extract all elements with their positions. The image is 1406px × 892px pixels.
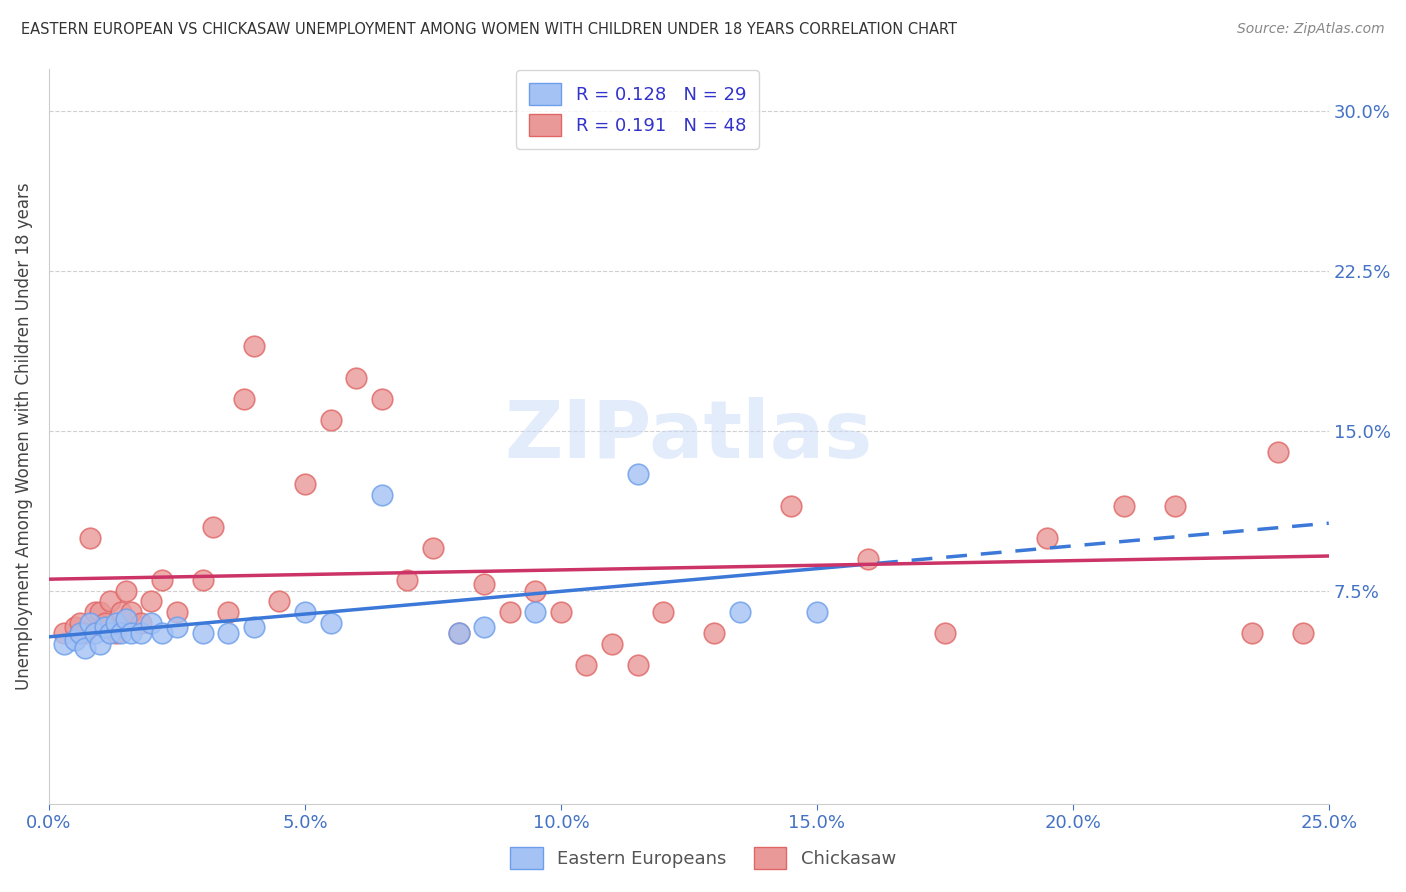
Point <box>344 370 367 384</box>
Point <box>69 626 91 640</box>
Point <box>370 392 392 406</box>
Point <box>114 583 136 598</box>
Text: Source: ZipAtlas.com: Source: ZipAtlas.com <box>1237 22 1385 37</box>
Point <box>104 626 127 640</box>
Point <box>370 488 392 502</box>
Point <box>728 605 751 619</box>
Point <box>1267 445 1289 459</box>
Point <box>79 531 101 545</box>
Point <box>472 577 495 591</box>
Point <box>856 551 879 566</box>
Point <box>53 626 76 640</box>
Legend: Eastern Europeans, Chickasaw: Eastern Europeans, Chickasaw <box>501 838 905 879</box>
Point <box>114 611 136 625</box>
Point <box>1292 626 1315 640</box>
Point <box>499 605 522 619</box>
Point <box>120 605 142 619</box>
Point <box>242 339 264 353</box>
Point <box>89 637 111 651</box>
Point <box>600 637 623 651</box>
Point <box>294 477 316 491</box>
Point <box>269 594 291 608</box>
Point <box>79 615 101 630</box>
Legend: R = 0.128   N = 29, R = 0.191   N = 48: R = 0.128 N = 29, R = 0.191 N = 48 <box>516 70 759 149</box>
Point <box>627 467 650 481</box>
Point <box>63 620 86 634</box>
Point <box>447 626 470 640</box>
Point <box>201 520 224 534</box>
Point <box>141 594 163 608</box>
Text: EASTERN EUROPEAN VS CHICKASAW UNEMPLOYMENT AMONG WOMEN WITH CHILDREN UNDER 18 YE: EASTERN EUROPEAN VS CHICKASAW UNEMPLOYME… <box>21 22 957 37</box>
Point <box>166 605 188 619</box>
Point <box>94 615 117 630</box>
Point <box>780 499 803 513</box>
Point <box>934 626 956 640</box>
Point <box>100 626 122 640</box>
Point <box>422 541 444 556</box>
Point <box>141 615 163 630</box>
Point <box>524 583 547 598</box>
Point <box>319 413 342 427</box>
Point <box>63 632 86 647</box>
Point <box>150 626 173 640</box>
Point <box>73 641 96 656</box>
Point <box>294 605 316 619</box>
Point <box>84 605 107 619</box>
Point <box>575 658 598 673</box>
Point <box>84 626 107 640</box>
Point <box>53 637 76 651</box>
Point <box>652 605 675 619</box>
Point <box>806 605 828 619</box>
Point <box>217 605 239 619</box>
Point <box>150 573 173 587</box>
Point <box>191 573 214 587</box>
Point <box>110 626 132 640</box>
Point <box>104 615 127 630</box>
Point <box>120 626 142 640</box>
Point <box>1112 499 1135 513</box>
Point <box>703 626 725 640</box>
Point <box>129 626 152 640</box>
Point <box>232 392 254 406</box>
Point <box>191 626 214 640</box>
Point <box>627 658 650 673</box>
Text: ZIPatlas: ZIPatlas <box>505 397 873 475</box>
Point <box>396 573 419 587</box>
Point <box>94 620 117 634</box>
Point <box>217 626 239 640</box>
Point <box>1036 531 1059 545</box>
Y-axis label: Unemployment Among Women with Children Under 18 years: Unemployment Among Women with Children U… <box>15 183 32 690</box>
Point <box>447 626 470 640</box>
Point <box>472 620 495 634</box>
Point <box>242 620 264 634</box>
Point <box>1164 499 1187 513</box>
Point <box>319 615 342 630</box>
Point <box>73 626 96 640</box>
Point <box>550 605 572 619</box>
Point <box>110 605 132 619</box>
Point <box>69 615 91 630</box>
Point <box>100 594 122 608</box>
Point <box>1240 626 1263 640</box>
Point <box>166 620 188 634</box>
Point <box>89 605 111 619</box>
Point <box>129 615 152 630</box>
Point <box>524 605 547 619</box>
